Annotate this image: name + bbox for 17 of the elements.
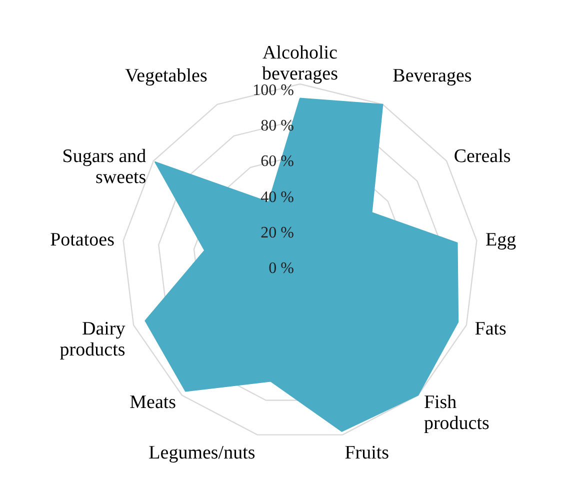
spoke-label: Fruits: [344, 442, 390, 464]
spoke-label: Cereals: [454, 146, 511, 167]
y-tick-label: 0 %: [268, 260, 294, 277]
spoke-label: Sugars and sweets: [62, 146, 147, 188]
y-tick-label: 60 %: [260, 153, 294, 170]
spoke-label: Dairy products: [60, 318, 126, 360]
spoke-label: Egg: [486, 229, 517, 250]
spoke-label: Fats: [474, 318, 506, 340]
y-tick-label: 20 %: [260, 224, 294, 242]
spoke-label: Potatoes: [50, 229, 114, 250]
spoke-label: Vegetables: [125, 65, 208, 86]
spoke-label: Alcoholic beverages: [262, 42, 338, 85]
spoke-label: Beverages: [392, 65, 472, 86]
spoke-label: Fish products: [424, 392, 490, 434]
spoke-label: Legumes/nuts: [148, 442, 256, 464]
y-tick-label: 100 %: [252, 82, 294, 99]
spoke-label: Meats: [130, 392, 176, 413]
